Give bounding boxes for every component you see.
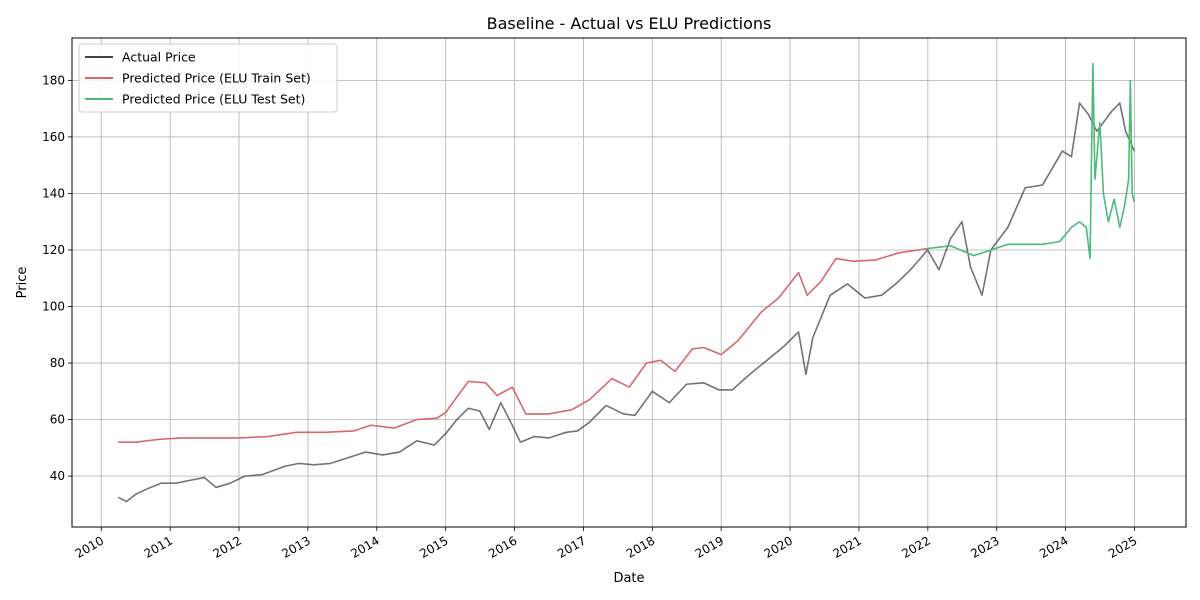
y-tick-label: 40 <box>50 469 65 483</box>
x-tick-label: 2018 <box>624 534 657 561</box>
legend: Actual Price Predicted Price (ELU Train S… <box>78 43 338 113</box>
legend-label: Predicted Price (ELU Test Set) <box>122 92 305 107</box>
series-line-1 <box>117 102 1136 503</box>
x-tick-label: 2013 <box>279 534 312 561</box>
x-tick-label: 2016 <box>486 534 519 561</box>
series-lines <box>117 62 1136 503</box>
x-tick-label: 2014 <box>348 534 381 561</box>
plot-frame <box>71 37 1187 528</box>
legend-label: Actual Price <box>122 50 196 65</box>
x-tick-label: 2025 <box>1106 534 1139 561</box>
x-tick-label: 2012 <box>211 534 244 561</box>
x-axis-label: Date <box>613 571 644 586</box>
series-line-2 <box>118 247 928 443</box>
series-line-3 <box>927 62 1136 260</box>
y-tick-label: 100 <box>42 300 65 314</box>
y-axis-label: Price <box>15 267 30 299</box>
y-tick-label: 160 <box>42 130 65 144</box>
y-axis: 40 60 80 100 120 140 160 180 <box>42 73 72 483</box>
x-tick-label: 2023 <box>968 534 1001 561</box>
y-tick-label: 120 <box>42 243 65 257</box>
x-tick-label: 2021 <box>830 534 863 561</box>
legend-box <box>78 43 338 113</box>
x-tick-label: 2011 <box>142 534 175 561</box>
chart-title: Baseline - Actual vs ELU Predictions <box>487 14 772 33</box>
x-axis: 2010 2011 2012 2013 2014 2015 2016 2017 2018 2019… <box>73 527 1139 561</box>
y-tick-label: 60 <box>50 413 65 427</box>
x-tick-label: 2015 <box>417 534 450 561</box>
y-tick-label: 80 <box>50 356 65 370</box>
y-tick-label: 140 <box>42 186 65 200</box>
x-tick-label: 2020 <box>762 534 795 561</box>
grid <box>72 38 1186 527</box>
x-tick-label: 2022 <box>899 534 932 561</box>
x-tick-label: 2019 <box>693 534 726 561</box>
x-tick-label: 2010 <box>73 534 106 561</box>
y-tick-label: 180 <box>42 73 65 87</box>
legend-label: Predicted Price (ELU Train Set) <box>122 71 311 86</box>
x-tick-label: 2024 <box>1037 534 1070 561</box>
x-tick-label: 2017 <box>555 534 588 561</box>
